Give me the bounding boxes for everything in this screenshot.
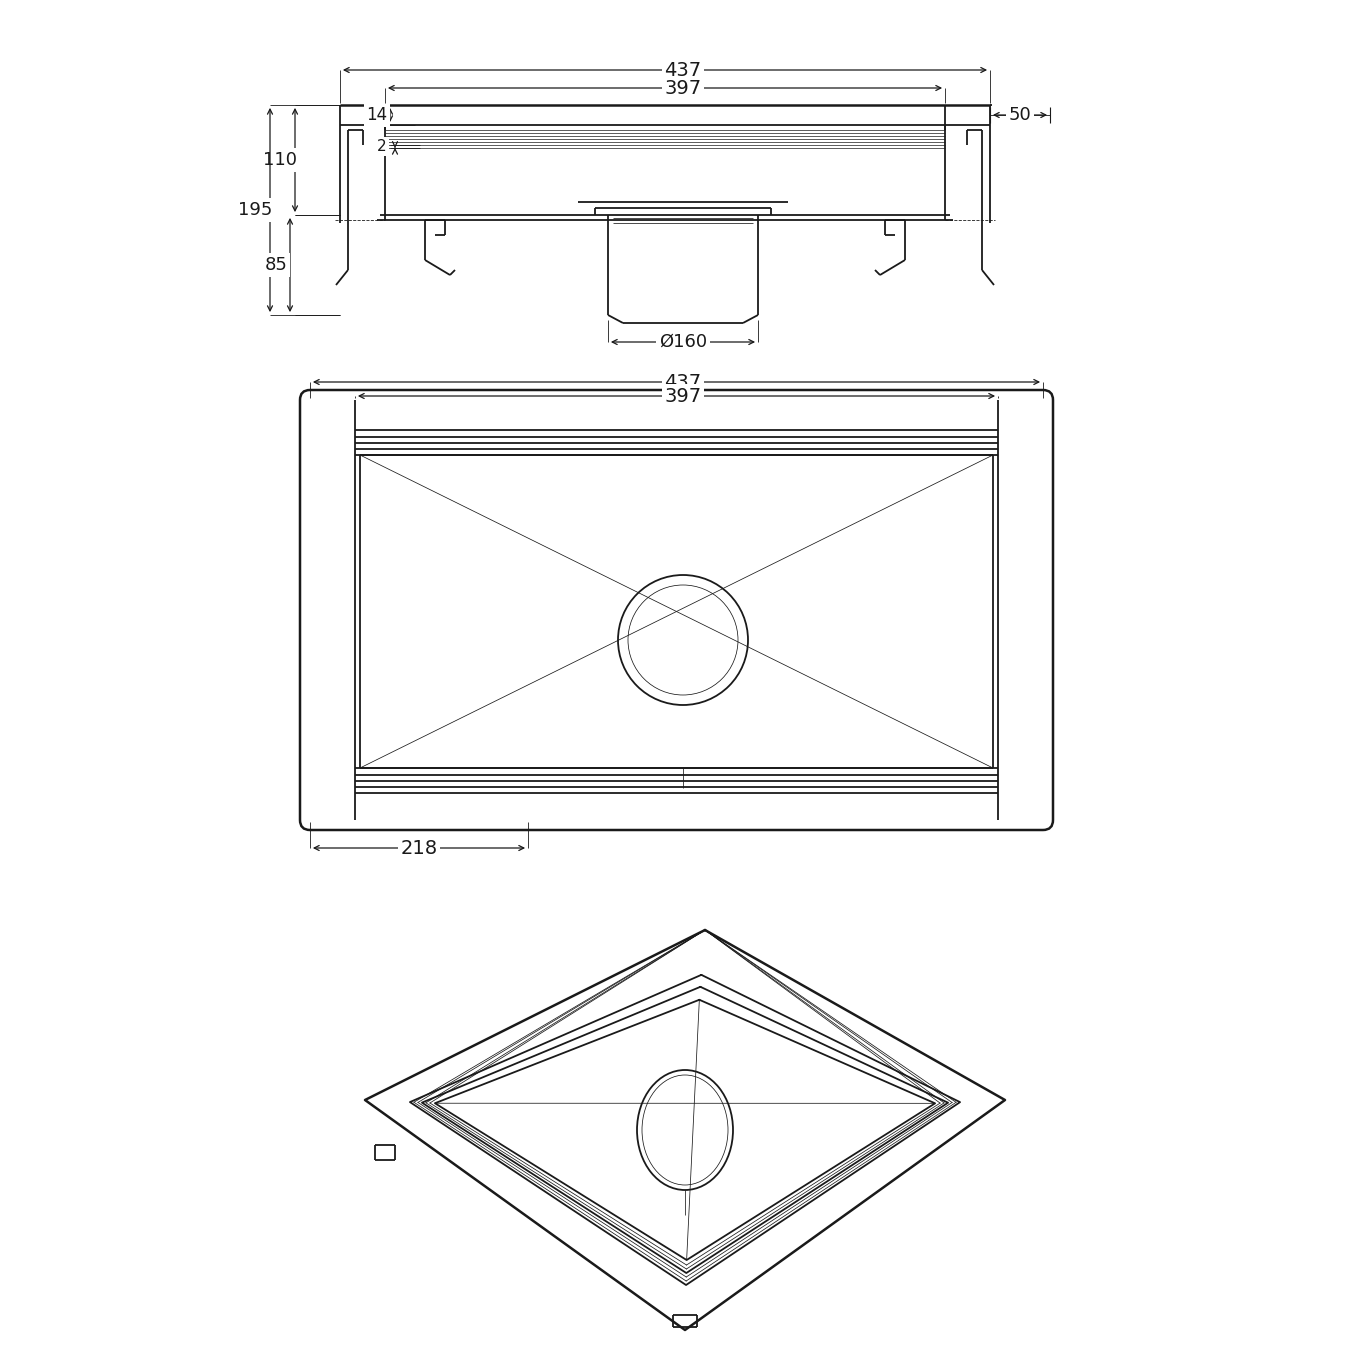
- Text: Ø160: Ø160: [658, 333, 708, 351]
- Text: 14: 14: [366, 107, 388, 124]
- Text: 218: 218: [400, 839, 437, 858]
- Text: 437: 437: [664, 373, 702, 392]
- Text: 397: 397: [664, 78, 702, 97]
- Text: 50: 50: [1008, 107, 1031, 124]
- Text: 437: 437: [664, 60, 702, 79]
- Text: 195: 195: [238, 201, 272, 219]
- Text: 2: 2: [377, 139, 387, 154]
- Text: 397: 397: [664, 387, 702, 406]
- Text: 85: 85: [265, 255, 287, 275]
- Text: 110: 110: [264, 152, 296, 169]
